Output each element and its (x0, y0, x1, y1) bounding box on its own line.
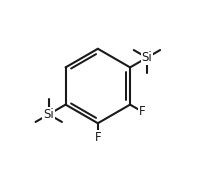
Text: Si: Si (43, 108, 54, 121)
Text: F: F (95, 131, 101, 144)
Text: Si: Si (141, 51, 152, 64)
Text: F: F (139, 105, 146, 118)
